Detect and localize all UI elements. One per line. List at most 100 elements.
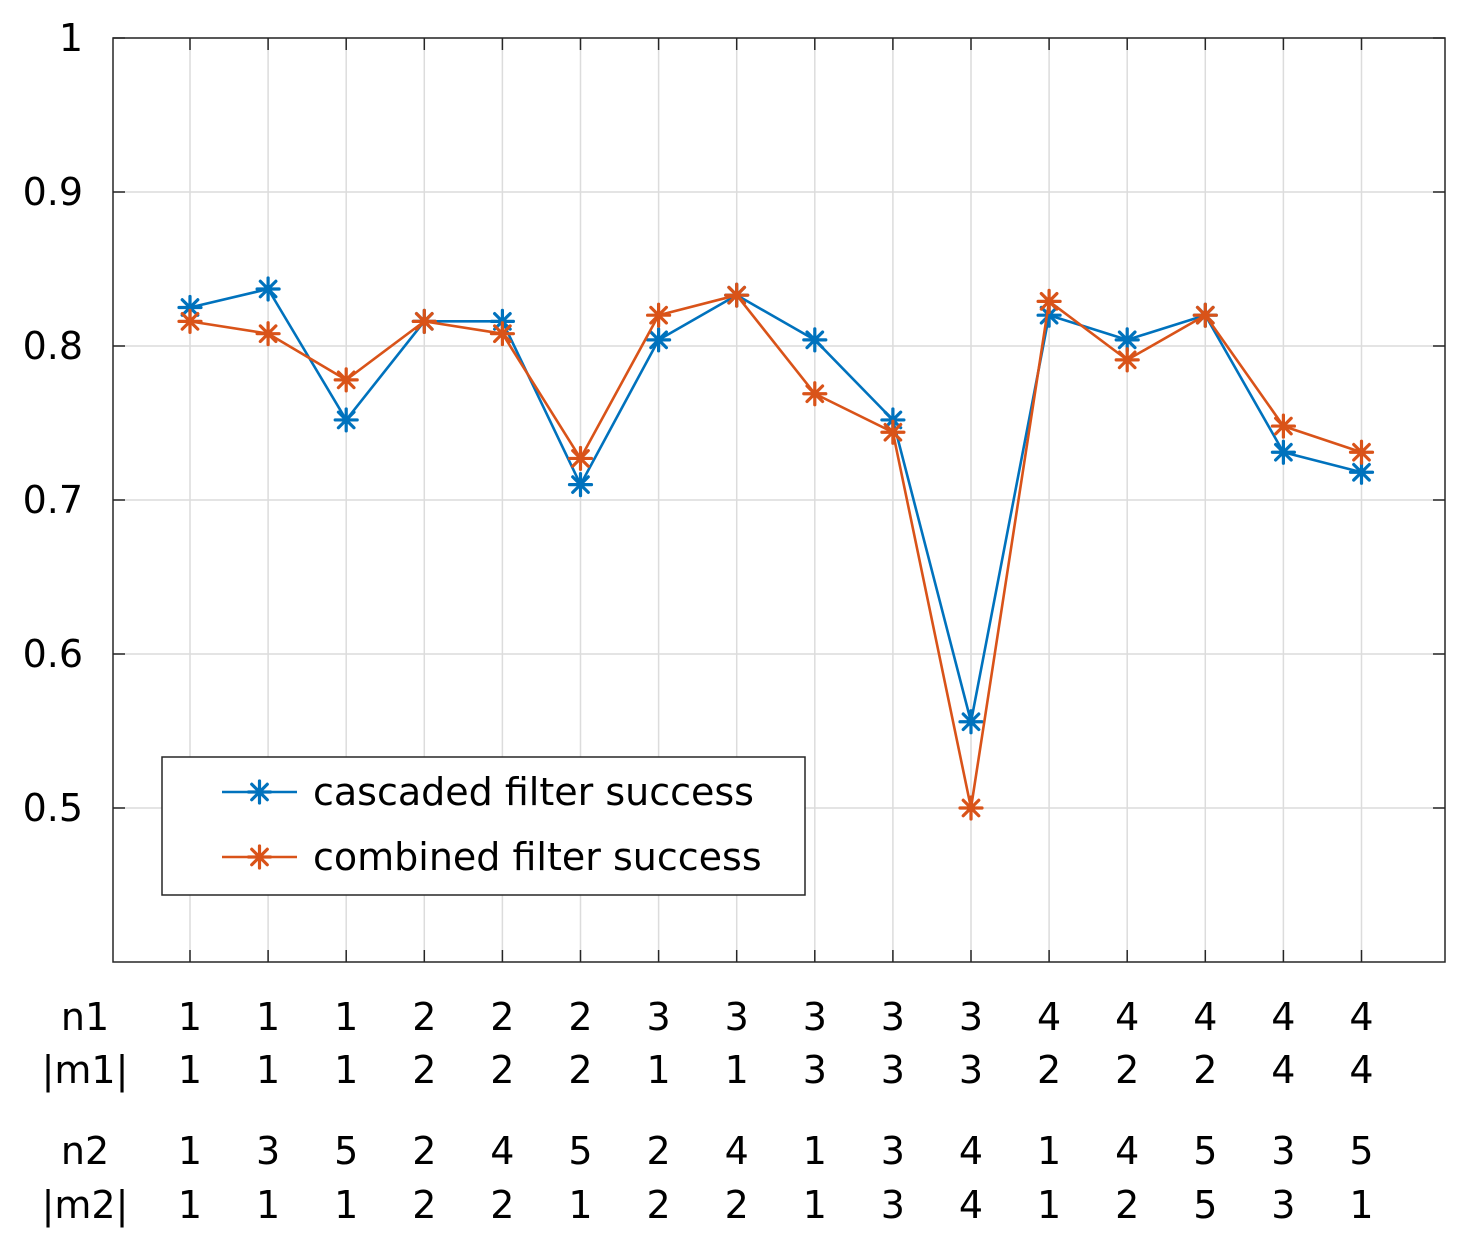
marker-strokes [802,327,828,353]
data-point [646,302,672,328]
category-value: 3 [256,1129,280,1173]
data-point [1270,439,1296,465]
marker-strokes [246,844,273,870]
data-point [1192,302,1218,328]
category-value: 2 [412,1048,436,1092]
data-point [567,472,594,498]
category-value: 4 [725,1129,749,1173]
data-point [646,327,672,353]
data-point [333,367,359,393]
category-value: 5 [1349,1129,1373,1173]
category-value: 3 [959,995,983,1039]
data-point [177,308,203,334]
marker-strokes [724,282,750,308]
marker-strokes [177,308,203,334]
marker-strokes [1348,459,1375,485]
category-row: n1 1 1 1 2 2 2 3 3 3 3 3 4 4 4 4 4 [61,995,1374,1039]
series-layer [177,276,1375,821]
category-value: 1 [1037,1183,1061,1227]
category-row-label: |m2| [42,1183,129,1228]
category-value: 1 [334,995,358,1039]
category-value: 3 [959,1048,983,1092]
category-value: 1 [178,995,202,1039]
category-value: 3 [803,1048,827,1092]
category-value: 1 [1349,1183,1373,1227]
data-point [802,381,828,407]
category-value: 3 [725,995,749,1039]
data-point [958,709,984,735]
marker-strokes [880,419,906,445]
category-value: 5 [568,1129,592,1173]
category-value: 4 [1271,995,1295,1039]
legend-marker [246,779,273,805]
category-value: 2 [490,995,514,1039]
marker-strokes [489,321,515,347]
marker-strokes [958,709,984,735]
category-value: 2 [1193,1048,1217,1092]
data-point [958,795,984,821]
category-value: 3 [881,1183,905,1227]
marker-strokes [177,294,203,321]
category-value: 1 [647,1048,671,1092]
category-row: |m2| 1 1 1 2 2 1 2 2 1 3 4 1 2 5 3 1 [42,1183,1374,1228]
category-value: 1 [725,1048,749,1092]
category-value: 2 [568,1048,592,1092]
marker-strokes [246,779,273,805]
category-value: 2 [412,1129,436,1173]
legend-item: cascaded filter success [222,770,754,814]
category-value: 1 [256,995,280,1039]
data-point [1036,288,1062,314]
category-row-label: n2 [61,1129,109,1173]
category-value: 2 [725,1183,749,1227]
legend-label: cascaded filter success [313,770,754,814]
marker-strokes [411,308,437,334]
category-value: 4 [1271,1048,1295,1092]
data-point [1114,347,1140,373]
marker-strokes [1114,327,1140,353]
data-point [411,308,437,334]
category-value: 5 [334,1129,358,1173]
data-point [1348,459,1375,485]
category-value: 1 [178,1129,202,1173]
category-value: 2 [412,1183,436,1227]
category-value: 4 [1349,1048,1373,1092]
category-value: 1 [256,1048,280,1092]
marker-strokes [567,472,594,498]
category-value: 4 [1349,995,1373,1039]
data-point [489,321,515,347]
category-value: 3 [803,995,827,1039]
category-value: 1 [1037,1129,1061,1173]
data-point [255,276,281,302]
axis-ticks [113,37,1445,962]
data-point [177,294,203,321]
data-point [1114,327,1140,353]
data-point [802,327,828,353]
category-value: 4 [1037,995,1061,1039]
category-value: 2 [1037,1048,1061,1092]
category-row-label: n1 [61,995,109,1039]
category-value: 4 [959,1129,983,1173]
category-value: 2 [490,1048,514,1092]
category-value: 4 [1193,995,1217,1039]
category-value: 1 [568,1183,592,1227]
marker-strokes [646,327,672,353]
legend-box [161,756,806,896]
category-value: 2 [490,1183,514,1227]
category-value: 3 [647,995,671,1039]
y-tick-label: 1 [59,16,83,60]
category-value: 1 [334,1048,358,1092]
category-value: 3 [881,1129,905,1173]
data-point [880,419,906,445]
marker-strokes [255,321,281,347]
data-point [333,407,359,433]
marker-strokes [255,276,281,302]
category-value: 3 [881,995,905,1039]
y-tick-label: 0.8 [23,324,83,368]
legend-marker [246,844,273,870]
category-value: 1 [334,1183,358,1227]
category-value: 2 [568,995,592,1039]
data-point [724,282,750,308]
category-value: 4 [1115,1129,1139,1173]
marker-strokes [646,302,672,328]
